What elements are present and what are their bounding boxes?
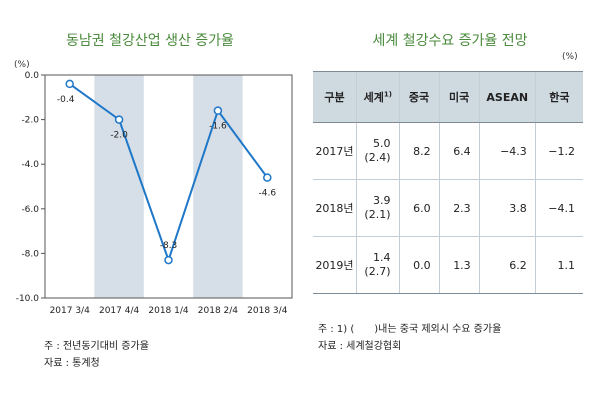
right-footnote: 주 : 1) ( )내는 중국 제외시 수요 증가율 bbox=[318, 324, 502, 335]
x-tick-label: 2017 4/4 bbox=[99, 306, 140, 316]
cell-korea: 1.1 bbox=[534, 236, 583, 294]
right-source: 자료 : 세계철강협회 bbox=[318, 341, 402, 352]
table-row: 2019년 1.4 (2.7) 0.0 1.3 6.2 1.1 bbox=[313, 236, 583, 294]
data-point bbox=[164, 255, 173, 265]
header-korea: 한국 bbox=[534, 71, 583, 123]
header-world-footnote-mark: 1) bbox=[383, 90, 392, 99]
x-tick-label: 2018 1/4 bbox=[148, 306, 189, 316]
header-world: 세계1) bbox=[356, 71, 399, 123]
header-usa: 미국 bbox=[438, 71, 480, 123]
cell-usa: 1.3 bbox=[438, 236, 480, 294]
data-label: -4.6 bbox=[259, 189, 277, 199]
left-chart-title: 동남권 철강산업 생산 증가율 bbox=[66, 33, 234, 49]
cell-world: 5.0 (2.4) bbox=[356, 122, 399, 180]
left-source: 자료 : 통계청 bbox=[44, 358, 100, 369]
cell-world: 1.4 (2.7) bbox=[356, 236, 399, 294]
x-tick-label: 2018 3/4 bbox=[247, 306, 288, 316]
data-point bbox=[263, 173, 272, 182]
right-table-title: 세계 철강수요 증가율 전망 bbox=[372, 33, 528, 49]
y-tick-label: -8.0 bbox=[21, 249, 39, 259]
cell-china: 6.0 bbox=[398, 179, 440, 237]
left-unit-label: (%) bbox=[14, 60, 30, 70]
table-header-row: 구분 세계1) 중국 미국 ASEAN 한국 bbox=[313, 71, 583, 123]
y-tick-label: -10.0 bbox=[16, 294, 40, 304]
cell-asean: −4.3 bbox=[478, 122, 536, 180]
cell-korea: −4.1 bbox=[534, 179, 583, 237]
cell-world: 3.9 (2.1) bbox=[356, 179, 399, 237]
header-asean: ASEAN bbox=[478, 71, 536, 123]
x-tick-label: 2017 3/4 bbox=[50, 306, 91, 316]
cell-china: 8.2 bbox=[398, 122, 440, 180]
row-year: 2018년 bbox=[313, 179, 357, 237]
data-point bbox=[65, 79, 74, 89]
data-label: -2.0 bbox=[110, 131, 128, 141]
left-footnote: 주 : 전년동기대비 증가율 bbox=[44, 341, 149, 352]
y-tick-label: 0.0 bbox=[25, 71, 40, 81]
cell-usa: 2.3 bbox=[438, 179, 480, 237]
table-row: 2017년 5.0 (2.4) 8.2 6.4 −4.3 −1.2 bbox=[313, 122, 583, 180]
shaded-band bbox=[94, 75, 144, 298]
data-label: -0.4 bbox=[57, 95, 75, 105]
header-china: 중국 bbox=[398, 71, 440, 123]
cell-korea: −1.2 bbox=[534, 122, 583, 180]
cell-asean: 6.2 bbox=[478, 236, 536, 294]
cell-asean: 3.8 bbox=[478, 179, 536, 237]
header-category: 구분 bbox=[313, 71, 357, 123]
data-point bbox=[213, 106, 223, 115]
table-row: 2018년 3.9 (2.1) 6.0 2.3 3.8 −4.1 bbox=[313, 179, 583, 237]
data-label: -8.3 bbox=[160, 241, 178, 251]
y-tick-label: -6.0 bbox=[21, 205, 39, 215]
data-point bbox=[114, 115, 124, 124]
steel-demand-table: 구분 세계1) 중국 미국 ASEAN 한국 2017년 5.0 (2.4) 8.… bbox=[313, 71, 583, 294]
row-year: 2017년 bbox=[313, 122, 357, 180]
data-label: -1.6 bbox=[209, 122, 227, 132]
row-year: 2019년 bbox=[313, 236, 357, 294]
y-tick-label: -4.0 bbox=[21, 160, 39, 170]
plot-frame bbox=[44, 74, 293, 299]
y-tick-label: -2.0 bbox=[21, 116, 39, 126]
cell-china: 0.0 bbox=[398, 236, 440, 294]
cell-usa: 6.4 bbox=[438, 122, 480, 180]
right-unit-label: (%) bbox=[562, 52, 578, 62]
x-tick-label: 2018 2/4 bbox=[198, 306, 239, 316]
